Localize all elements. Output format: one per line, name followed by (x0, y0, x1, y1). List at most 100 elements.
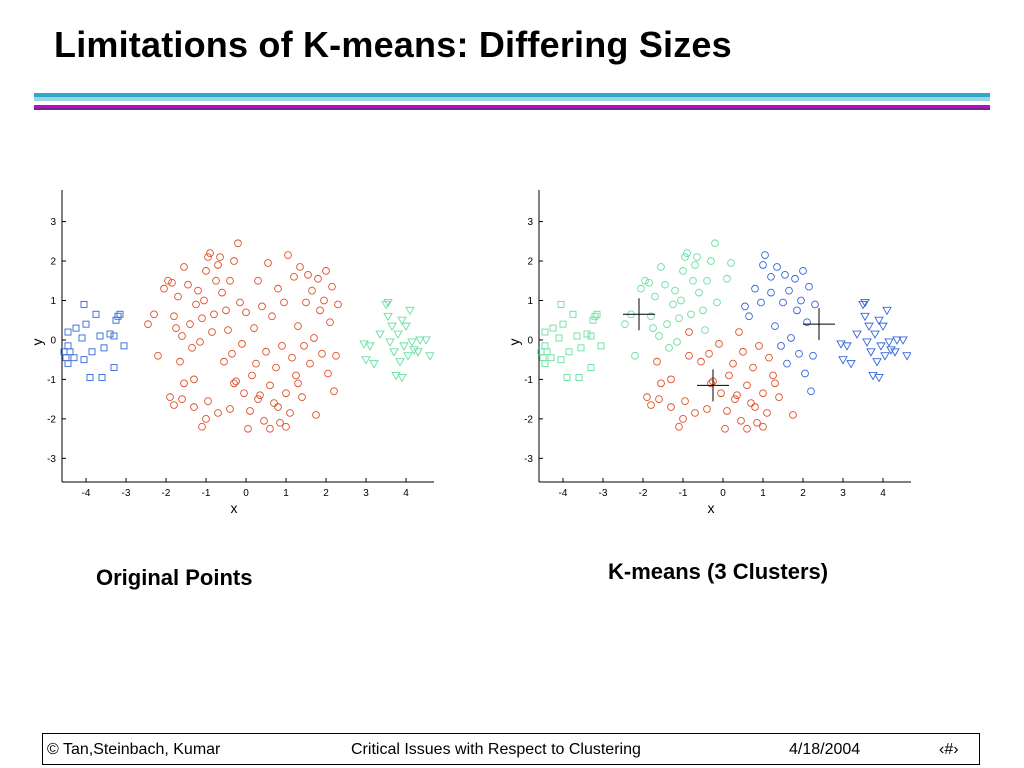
x-tick-label: -1 (202, 488, 211, 499)
y-axis-label: y (34, 338, 45, 345)
data-point (381, 300, 391, 310)
data-point (64, 342, 72, 350)
data-point (296, 263, 304, 271)
data-point (256, 391, 264, 400)
data-point (723, 274, 731, 283)
data-point (657, 263, 665, 271)
data-point (777, 342, 785, 350)
data-point (332, 351, 340, 360)
data-point (395, 358, 405, 367)
data-point (322, 267, 330, 275)
x-tick-label: -4 (82, 488, 91, 499)
data-point (886, 346, 896, 355)
data-point (711, 239, 719, 248)
data-point (751, 284, 759, 293)
data-point (675, 422, 683, 431)
data-point (112, 316, 120, 324)
data-point (779, 298, 787, 307)
data-point (729, 359, 737, 368)
data-point (767, 272, 775, 281)
data-point (838, 356, 848, 365)
data-point (264, 259, 272, 267)
data-point (397, 316, 407, 326)
data-point (178, 332, 186, 340)
data-point (701, 326, 709, 334)
data-point (663, 320, 671, 329)
data-point (72, 324, 80, 332)
data-point (198, 422, 206, 431)
data-point (168, 278, 176, 287)
data-point (212, 276, 220, 285)
data-point (876, 342, 886, 351)
data-point (878, 322, 888, 332)
data-point (683, 249, 691, 257)
data-point (681, 397, 689, 405)
data-point (811, 300, 819, 309)
x-tick-label: -3 (122, 488, 131, 499)
data-point (797, 296, 805, 305)
y-tick-label: 3 (527, 217, 533, 228)
data-point (559, 320, 567, 328)
data-point (703, 405, 711, 413)
title-rule-purple (34, 108, 990, 110)
data-point (413, 348, 423, 357)
data-point (902, 352, 911, 361)
data-point (401, 322, 411, 332)
x-tick-label: 4 (880, 488, 886, 499)
data-point (369, 360, 379, 369)
y-tick-label: -1 (47, 375, 56, 386)
data-point (204, 253, 212, 261)
data-point (78, 334, 86, 342)
data-point (391, 372, 401, 381)
data-point (383, 299, 393, 308)
data-point (801, 369, 809, 378)
data-point (695, 288, 703, 297)
data-point (154, 351, 162, 360)
data-point (757, 298, 765, 307)
data-point (727, 259, 735, 267)
data-point (280, 298, 288, 307)
data-point (653, 357, 661, 366)
data-point (272, 363, 280, 372)
data-point (186, 320, 194, 329)
data-point (200, 296, 208, 305)
data-point (631, 351, 639, 360)
data-point (312, 411, 320, 419)
data-point (697, 357, 705, 366)
data-point (717, 389, 725, 398)
x-tick-label: 0 (243, 488, 249, 499)
data-point (238, 340, 246, 348)
slide-footer: © Tan,Steinbach, Kumar Critical Issues w… (42, 733, 980, 765)
data-point (795, 349, 803, 358)
data-point (202, 415, 210, 423)
data-point (787, 334, 795, 342)
kmeans-scatter: -4 -3 -2 -1 0 1 2 3 4 -3 -2 -1 0 1 2 3 x y (511, 190, 911, 516)
data-point (573, 332, 581, 340)
data-point (541, 342, 549, 350)
data-point (771, 322, 779, 330)
kmeans-plot: -4 -3 -2 -1 0 1 2 3 4 -3 -2 -1 0 1 2 3 x y (511, 180, 911, 520)
data-point (703, 276, 711, 285)
data-point (741, 302, 749, 311)
data-point (383, 312, 393, 322)
data-point (240, 389, 248, 398)
data-point (258, 302, 266, 311)
data-point (226, 405, 234, 413)
data-point (842, 342, 852, 351)
x-tick-label: 1 (760, 488, 766, 499)
data-point (799, 267, 807, 275)
data-point (150, 310, 158, 319)
y-tick-label: 3 (50, 217, 56, 228)
data-point (216, 253, 224, 261)
data-point (64, 360, 72, 368)
data-point (288, 353, 296, 362)
data-point (244, 424, 252, 433)
data-point (328, 282, 336, 291)
data-point (226, 276, 234, 285)
data-point (882, 306, 892, 316)
data-point (320, 296, 328, 305)
data-point (699, 306, 707, 315)
data-point (210, 310, 218, 319)
data-point (805, 282, 813, 291)
data-point (176, 357, 184, 366)
